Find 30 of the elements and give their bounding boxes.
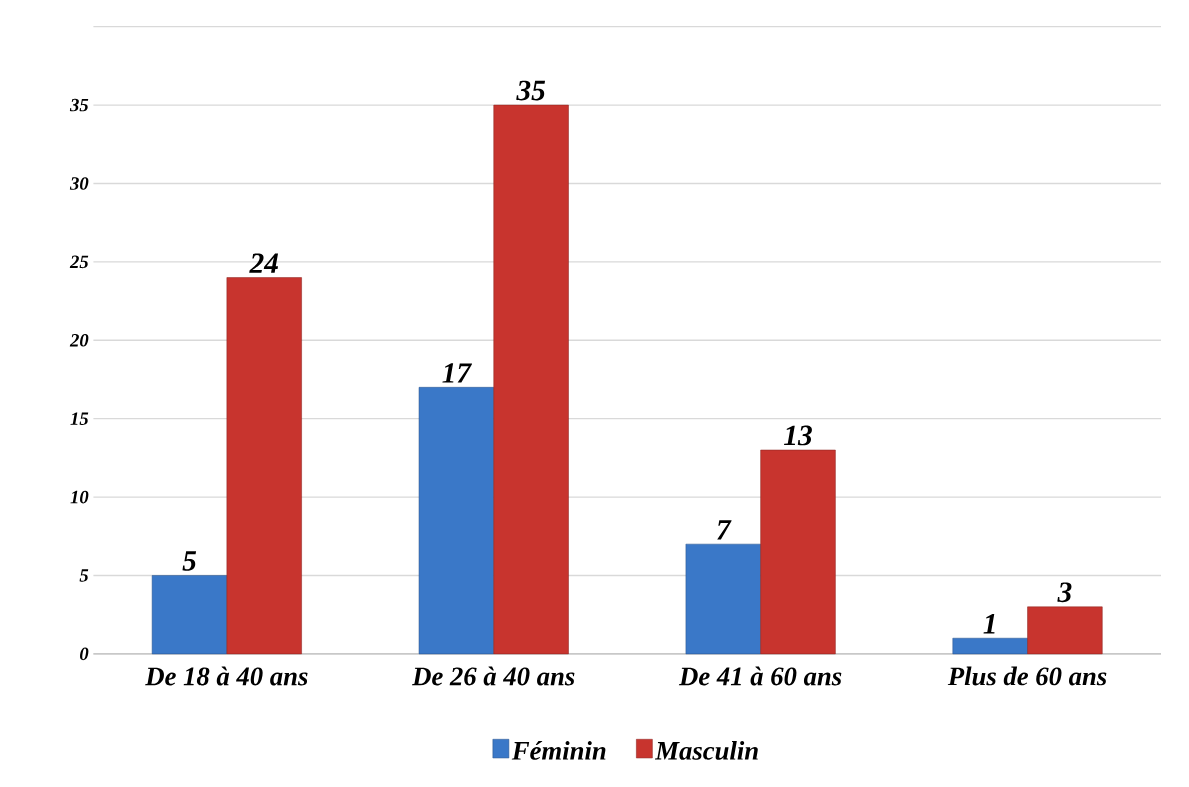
y-tick-label: 30 (69, 177, 89, 190)
y-tick-label: 10 (70, 490, 89, 504)
data-label: 7 (717, 520, 732, 540)
x-tick-label: De 26 à 40 ans (412, 666, 575, 686)
x-tick-label: De 18 à 40 ans (145, 666, 308, 686)
bar (760, 449, 836, 654)
data-label: 17 (442, 363, 473, 383)
bar (952, 637, 1028, 654)
data-label: 1 (983, 613, 995, 634)
bar (685, 543, 761, 654)
legend-label: Masculin (654, 740, 758, 760)
legend-label: Féminin (511, 740, 606, 760)
y-tick-label: 0 (80, 647, 89, 661)
bar (418, 386, 495, 654)
data-label: 5 (182, 551, 197, 571)
bar (1027, 606, 1103, 654)
y-tick-label: 25 (69, 255, 89, 269)
bar (493, 104, 569, 654)
data-label: 24 (249, 253, 279, 273)
y-tick-label: 20 (69, 333, 89, 347)
x-tick-label: Plus de 60 ans (947, 666, 1107, 686)
data-label: 3 (1057, 582, 1072, 602)
data-label: 35 (516, 80, 546, 101)
bar (151, 575, 228, 654)
y-tick-label: 35 (69, 98, 89, 112)
data-label: 13 (784, 425, 812, 446)
y-tick-label: 15 (70, 412, 89, 425)
bar (226, 277, 302, 654)
y-tick-label: 5 (79, 569, 89, 582)
x-tick-label: De 41 à 60 ans (678, 666, 842, 686)
